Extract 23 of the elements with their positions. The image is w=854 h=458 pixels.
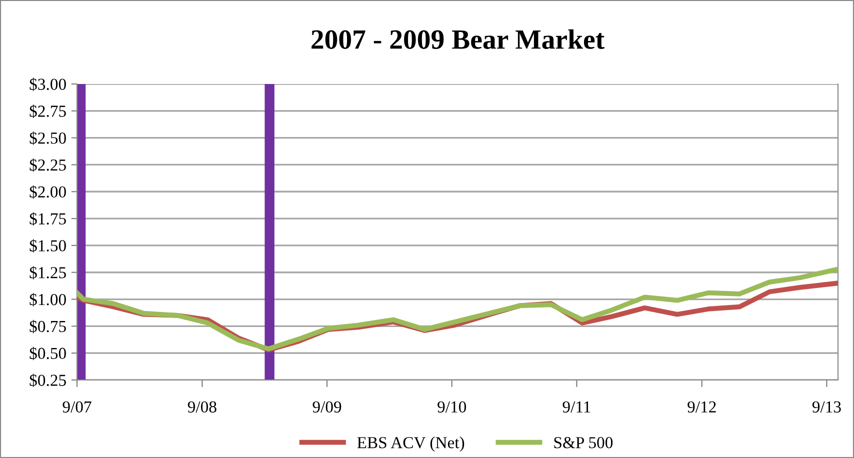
- y-tick-label: $0.50: [30, 346, 66, 360]
- x-tick-label: 9/09: [312, 401, 342, 413]
- chart-title: 2007 - 2009 Bear Market: [312, 29, 604, 49]
- line-series: [77, 266, 838, 352]
- y-tick-label: $1.50: [30, 239, 66, 253]
- legend-label: S&P 500: [554, 437, 613, 448]
- x-tick-label: 9/10: [438, 401, 466, 413]
- x-tick-label: 9/12: [688, 401, 716, 413]
- y-tick-label: $3.00: [30, 78, 66, 92]
- y-tick-label: $1.25: [30, 266, 66, 280]
- y-tick-label: $2.50: [30, 132, 66, 145]
- y-tick-label: $2.75: [30, 104, 66, 118]
- legend-label: EBS ACV (Net): [357, 436, 464, 452]
- y-tick-label: $0.75: [30, 320, 66, 334]
- y-tick-label: $2.00: [30, 185, 66, 199]
- x-tick-label: 9/07: [62, 401, 92, 413]
- y-tick-label: $0.25: [30, 374, 66, 388]
- y-tick-label: $1.75: [30, 212, 66, 226]
- x-tick-label: 9/11: [562, 401, 590, 413]
- x-tick-label: 9/08: [188, 401, 216, 413]
- y-tick-label: $1.00: [30, 292, 66, 306]
- x-tick-label: 9/13: [812, 401, 841, 413]
- y-tick-label: $2.25: [30, 158, 66, 172]
